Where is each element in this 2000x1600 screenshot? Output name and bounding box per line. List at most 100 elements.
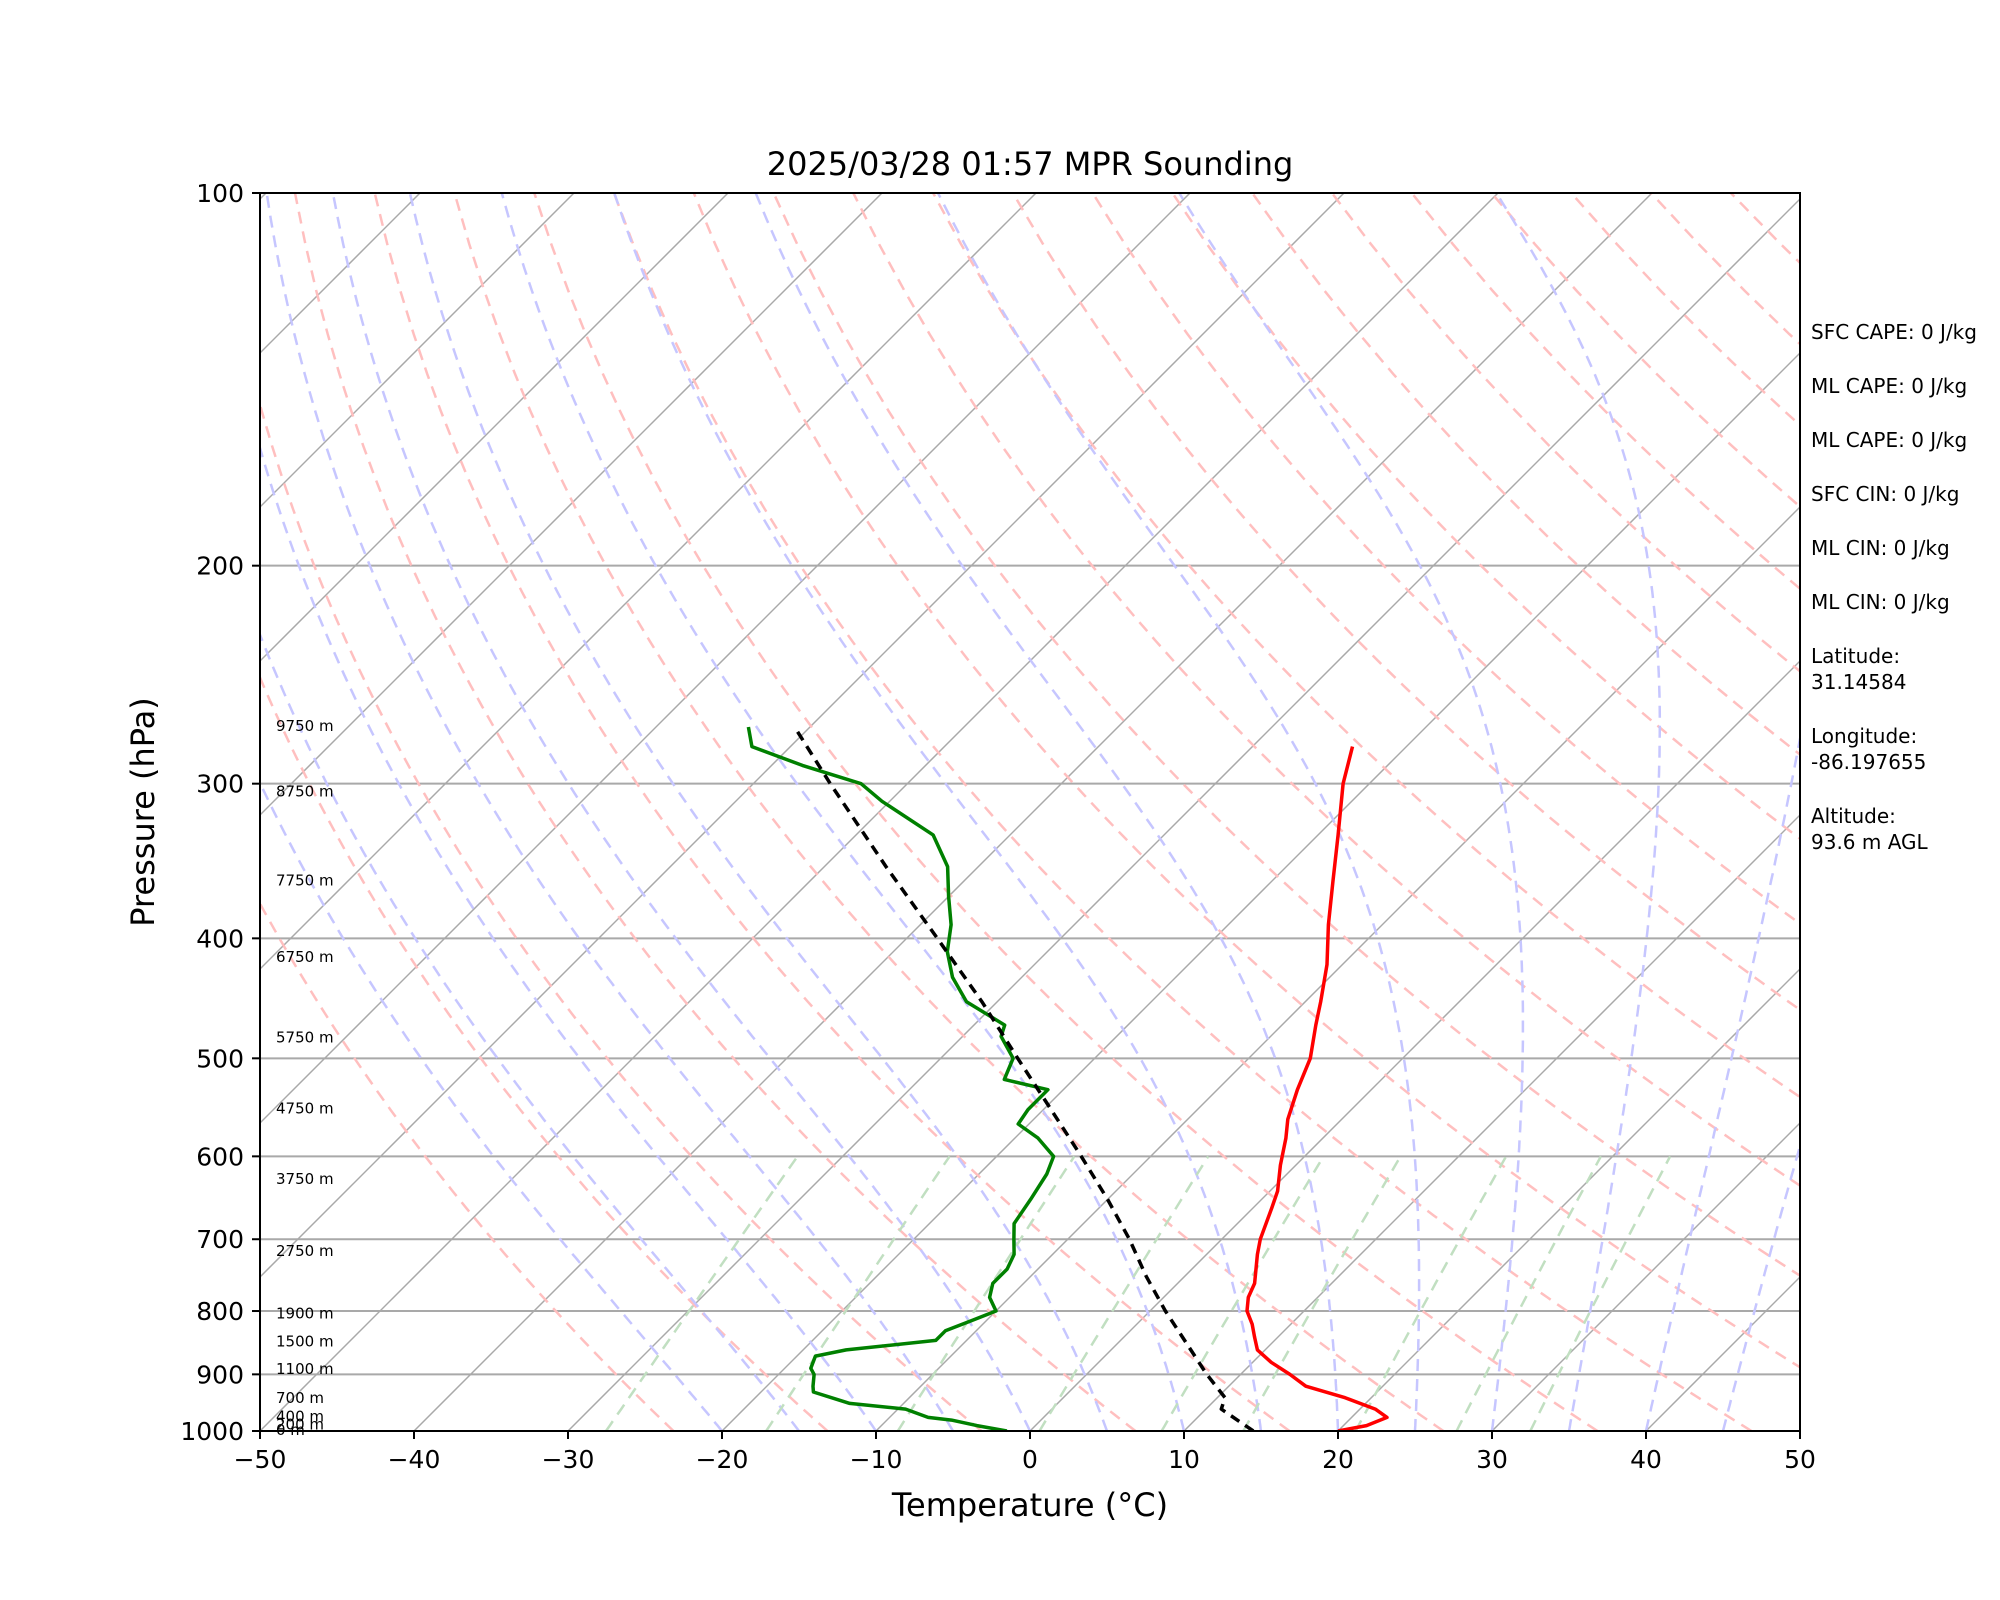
height-label: 200 m [276,1416,324,1434]
mixing-ratio-line [896,1155,1076,1431]
height-label: 1500 m [276,1332,334,1350]
dry-adiabat-line [260,399,983,1431]
height-label: 1100 m [276,1360,334,1378]
info-line: Altitude: [1811,804,1896,828]
dewpoint-profile-line [746,726,1056,1431]
y-tick-label: 300 [196,770,244,799]
isotherm-line [1337,967,1800,1431]
moist-adiabat-line [1495,193,1662,1431]
isotherm-line [1029,659,1800,1431]
y-tick-label: 1000 [180,1417,244,1446]
dry-adiabat-line [260,901,675,1431]
y-tick-label: 700 [196,1225,244,1254]
data-lines [746,726,1389,1431]
x-tick-label: 10 [1168,1445,1200,1474]
info-item: Latitude: 31.14584 [1811,644,1906,694]
moist-adiabat-line [613,193,1263,1431]
y-axis-title: Pressure (hPa) [124,697,162,927]
isotherm-line [260,193,575,509]
x-tick-label: −30 [542,1445,595,1474]
info-item: Altitude: 93.6 m AGL [1811,804,1929,854]
y-tick-label: 500 [196,1044,244,1073]
isotherm-line [567,197,1800,1431]
info-line: ML CIN: 0 J/kg [1811,536,1950,560]
dry-adiabat-line [1011,193,1800,1012]
isotherm-line [260,193,1345,1279]
isotherm-line [260,193,1499,1431]
isotherm-line [260,193,883,817]
mixing-ratio-line [604,1155,799,1431]
isotherm-line [260,193,1191,1125]
mixing-ratio-line [1529,1155,1672,1431]
info-line: Latitude: [1811,644,1900,668]
moist-adiabat-line [260,631,800,1431]
dry-adiabat-line [612,193,1753,1431]
info-item: ML CAPE: 0 J/kg [1811,428,1967,452]
info-line: 93.6 m AGL [1811,830,1929,854]
height-label: 5750 m [276,1029,334,1047]
moist-adiabat-line [260,443,878,1431]
x-tick-label: 0 [1022,1445,1038,1474]
x-tick-label: 50 [1784,1445,1816,1474]
moist-adiabat-line [1644,732,1800,1431]
dry-adiabat-line [533,193,1599,1431]
info-line: ML CAPE: 0 J/kg [1811,374,1967,398]
moist-adiabat-line [331,193,1032,1431]
y-tick-label: 400 [196,924,244,953]
dry-adiabat-line [692,193,1800,1369]
moist-adiabat-line [500,193,1186,1431]
info-line: ML CIN: 0 J/kg [1811,590,1950,614]
y-axis: 100 200 300 400 500 600 700 800 900 1000 [180,179,260,1446]
info-line: -86.197655 [1811,750,1926,774]
height-label: 2750 m [276,1242,334,1260]
x-tick-label: −10 [850,1445,903,1474]
isotherm-line [260,193,729,663]
x-axis: −50 −40 −30 −20 −10 0 10 20 30 40 50 [234,1431,1816,1474]
isotherm-line [1491,1121,1800,1431]
info-item: ML CIN: 0 J/kg [1811,536,1950,560]
x-tick-label: 20 [1322,1445,1354,1474]
x-tick-label: −50 [234,1445,287,1474]
isotherm-line [0,193,112,1431]
y-tick-label: 800 [196,1297,244,1326]
chart-title: 2025/03/28 01:57 MPR Sounding [767,145,1294,183]
parcel-profile-line [793,726,1255,1431]
isotherm-line [413,193,1653,1431]
dry-adiabat-line [852,193,1800,1188]
info-item: SFC CIN: 0 J/kg [1811,482,1959,506]
info-item: Longitude: -86.197655 [1811,724,1926,774]
info-line: 31.14584 [1811,670,1906,694]
info-line: Longitude: [1811,724,1917,748]
height-label: 0 m [276,1421,305,1439]
mixing-ratio-line [1242,1155,1402,1431]
isotherm-line [260,193,1037,971]
x-tick-label: −20 [696,1445,749,1474]
y-tick-label: 600 [196,1142,244,1171]
y-tick-label: 200 [196,552,244,581]
y-tick-label: 100 [196,179,244,208]
height-label: 1900 m [276,1304,334,1322]
dry-adiabat-line [932,193,1800,1099]
height-labels: 9750 m 8750 m 7750 m 6750 m 5750 m 4750 m 3750… [276,717,334,1439]
mixing-ratio-line [1038,1155,1210,1431]
info-item: SFC CAPE: 0 J/kg [1811,320,1977,344]
dry-adiabat-line [1091,193,1800,926]
height-label: 7750 m [276,872,334,890]
height-label: 9750 m [276,717,334,735]
height-label: 3750 m [276,1170,334,1188]
info-line: SFC CIN: 0 J/kg [1811,482,1959,506]
mixing-ratio-line [1160,1155,1325,1431]
height-label: 4750 m [276,1100,334,1118]
isotherm-line [875,505,1800,1431]
x-axis-title: Temperature (°C) [891,1486,1168,1524]
height-label: 8750 m [276,783,334,801]
mixing-ratio-line [1354,1155,1508,1431]
moist-adiabat-line [936,193,1421,1431]
moist-adiabat-line [754,193,1340,1431]
moist-adiabat-line [408,193,1109,1431]
height-label: 400 m [276,1407,324,1425]
x-tick-label: −40 [388,1445,441,1474]
dry-adiabat-line [373,193,1291,1431]
info-line: ML CAPE: 0 J/kg [1811,428,1967,452]
